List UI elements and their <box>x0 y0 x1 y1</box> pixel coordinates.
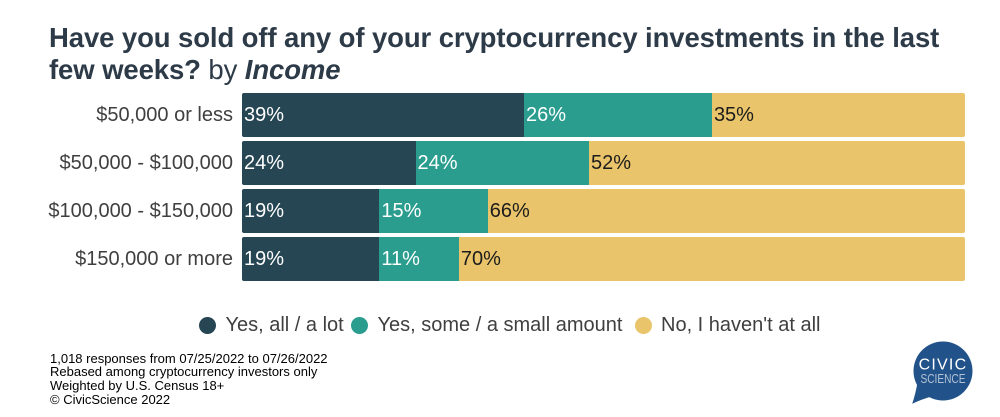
svg-text:SCIENCE: SCIENCE <box>920 372 965 386</box>
svg-text:CIVIC: CIVIC <box>919 357 968 374</box>
